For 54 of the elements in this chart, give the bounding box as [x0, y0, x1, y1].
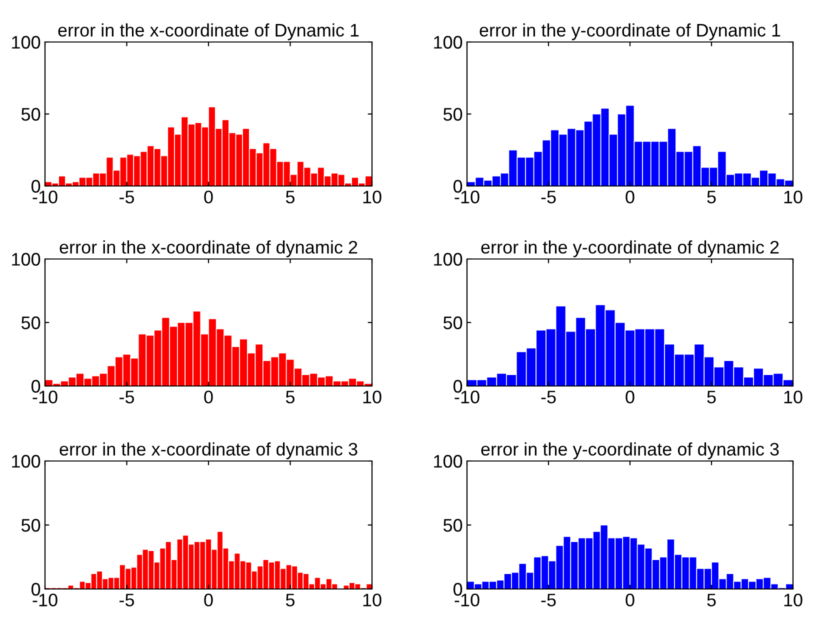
chart-title: error in the x-coordinate of dynamic 2: [60, 240, 358, 258]
y-tick-label: 0: [454, 582, 462, 596]
y-tick-label: 100: [12, 454, 40, 468]
y-tick-label: 50: [443, 518, 462, 532]
x-tick-label: 10: [363, 190, 382, 204]
x-tick-label: 5: [707, 594, 716, 606]
y-tick-label: 100: [434, 454, 462, 468]
x-tick-label: 10: [363, 390, 382, 404]
chart-title: error in the x-coordinate of Dynamic 1: [58, 23, 359, 40]
y-tick-label: 0: [454, 380, 462, 393]
x-tick-label: -10: [454, 594, 480, 606]
y-tick-label: 0: [32, 582, 40, 596]
x-tick-label: 5: [286, 594, 295, 606]
x-tick-label: 0: [626, 190, 634, 204]
y-tick-label: 100: [12, 252, 40, 266]
x-tick-label: 10: [784, 190, 802, 204]
y-tick-label: 100: [434, 36, 462, 49]
x-tick-label: 0: [626, 594, 634, 606]
x-tick-label: 10: [784, 594, 802, 606]
y-tick-label: 50: [21, 316, 40, 330]
y-tick-label: 50: [21, 108, 40, 121]
x-tick-label: -5: [541, 190, 556, 204]
x-tick-label: -5: [541, 390, 556, 404]
x-tick-label: 0: [204, 190, 213, 204]
x-tick-label: 5: [286, 390, 295, 404]
x-tick-label: -10: [32, 390, 58, 404]
chart-title: error in the y-coordinate of dynamic 3: [481, 442, 779, 460]
x-tick-label: -10: [32, 594, 58, 606]
x-tick-label: 5: [286, 190, 295, 204]
x-tick-label: -5: [120, 190, 134, 204]
x-tick-label: -5: [120, 594, 134, 606]
y-tick-label: 50: [443, 316, 462, 330]
chart-title: error in the y-coordinate of Dynamic 1: [480, 23, 780, 40]
y-tick-label: 0: [454, 180, 462, 193]
x-tick-label: 0: [204, 594, 213, 606]
x-tick-label: -5: [120, 390, 134, 404]
y-tick-label: 100: [12, 36, 40, 49]
y-tick-label: 50: [443, 108, 462, 121]
chart-title: error in the x-coordinate of dynamic 3: [60, 442, 358, 460]
x-tick-label: 5: [707, 190, 716, 204]
x-tick-label: 10: [363, 594, 382, 606]
x-tick-label: 0: [626, 390, 634, 404]
x-tick-label: 0: [204, 390, 213, 404]
y-tick-label: 0: [32, 180, 40, 193]
y-tick-label: 50: [21, 518, 40, 532]
y-tick-label: 0: [32, 380, 40, 393]
x-tick-label: 5: [707, 390, 716, 404]
x-tick-label: -10: [32, 190, 58, 204]
x-tick-label: -5: [541, 594, 556, 606]
x-tick-label: -10: [454, 190, 480, 204]
chart-title: error in the y-coordinate of dynamic 2: [481, 240, 779, 258]
x-tick-label: -10: [454, 390, 480, 404]
x-tick-label: 10: [784, 390, 802, 404]
y-tick-label: 100: [434, 252, 462, 266]
